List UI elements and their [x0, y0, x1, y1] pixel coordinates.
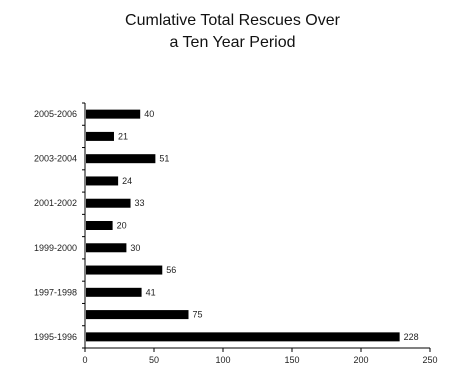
bar [86, 176, 119, 186]
bar [86, 221, 113, 230]
data-label: 21 [118, 131, 128, 141]
data-label: 228 [404, 332, 419, 342]
y-tick-label: 1999-2000 [34, 243, 77, 253]
bar [86, 310, 189, 320]
y-tick-label: 1995-1996 [34, 332, 77, 342]
bar [86, 109, 141, 119]
x-tick-label: 0 [82, 355, 87, 365]
bar [86, 243, 127, 253]
data-label: 24 [122, 176, 132, 186]
bar [86, 287, 142, 297]
bar [86, 154, 156, 164]
y-tick-label: 1997-1998 [34, 287, 77, 297]
x-tick-label: 200 [353, 355, 368, 365]
y-tick-label: 2003-2004 [34, 154, 77, 164]
x-tick-label: 150 [284, 355, 299, 365]
x-tick-label: 100 [215, 355, 230, 365]
chart-title-line-2: a Ten Year Period [169, 34, 296, 51]
data-label: 30 [130, 243, 140, 253]
chart-title: Cumlative Total Rescues Over a Ten Year … [0, 10, 465, 54]
x-tick-label: 50 [149, 355, 159, 365]
data-label: 41 [146, 287, 156, 297]
chart-title-line-1: Cumlative Total Rescues Over [125, 12, 340, 29]
bar [86, 265, 163, 275]
chart-labels: 0 50 100 150 200 250 40 2005-2006 21 51 2003-2004 2… [34, 109, 438, 365]
data-label: 20 [117, 221, 127, 231]
data-label: 40 [144, 109, 154, 119]
y-tick-label: 2001-2002 [34, 198, 77, 208]
data-label: 33 [135, 198, 145, 208]
chart-bars [86, 109, 400, 342]
y-tick-label: 2005-2006 [34, 109, 77, 119]
bar [86, 198, 131, 208]
data-label: 56 [166, 265, 176, 275]
data-label: 51 [159, 154, 169, 164]
data-label: 75 [193, 310, 203, 320]
x-tick-label: 250 [422, 355, 437, 365]
bar [86, 332, 400, 342]
chart-axes [82, 102, 431, 352]
bar [86, 131, 114, 141]
